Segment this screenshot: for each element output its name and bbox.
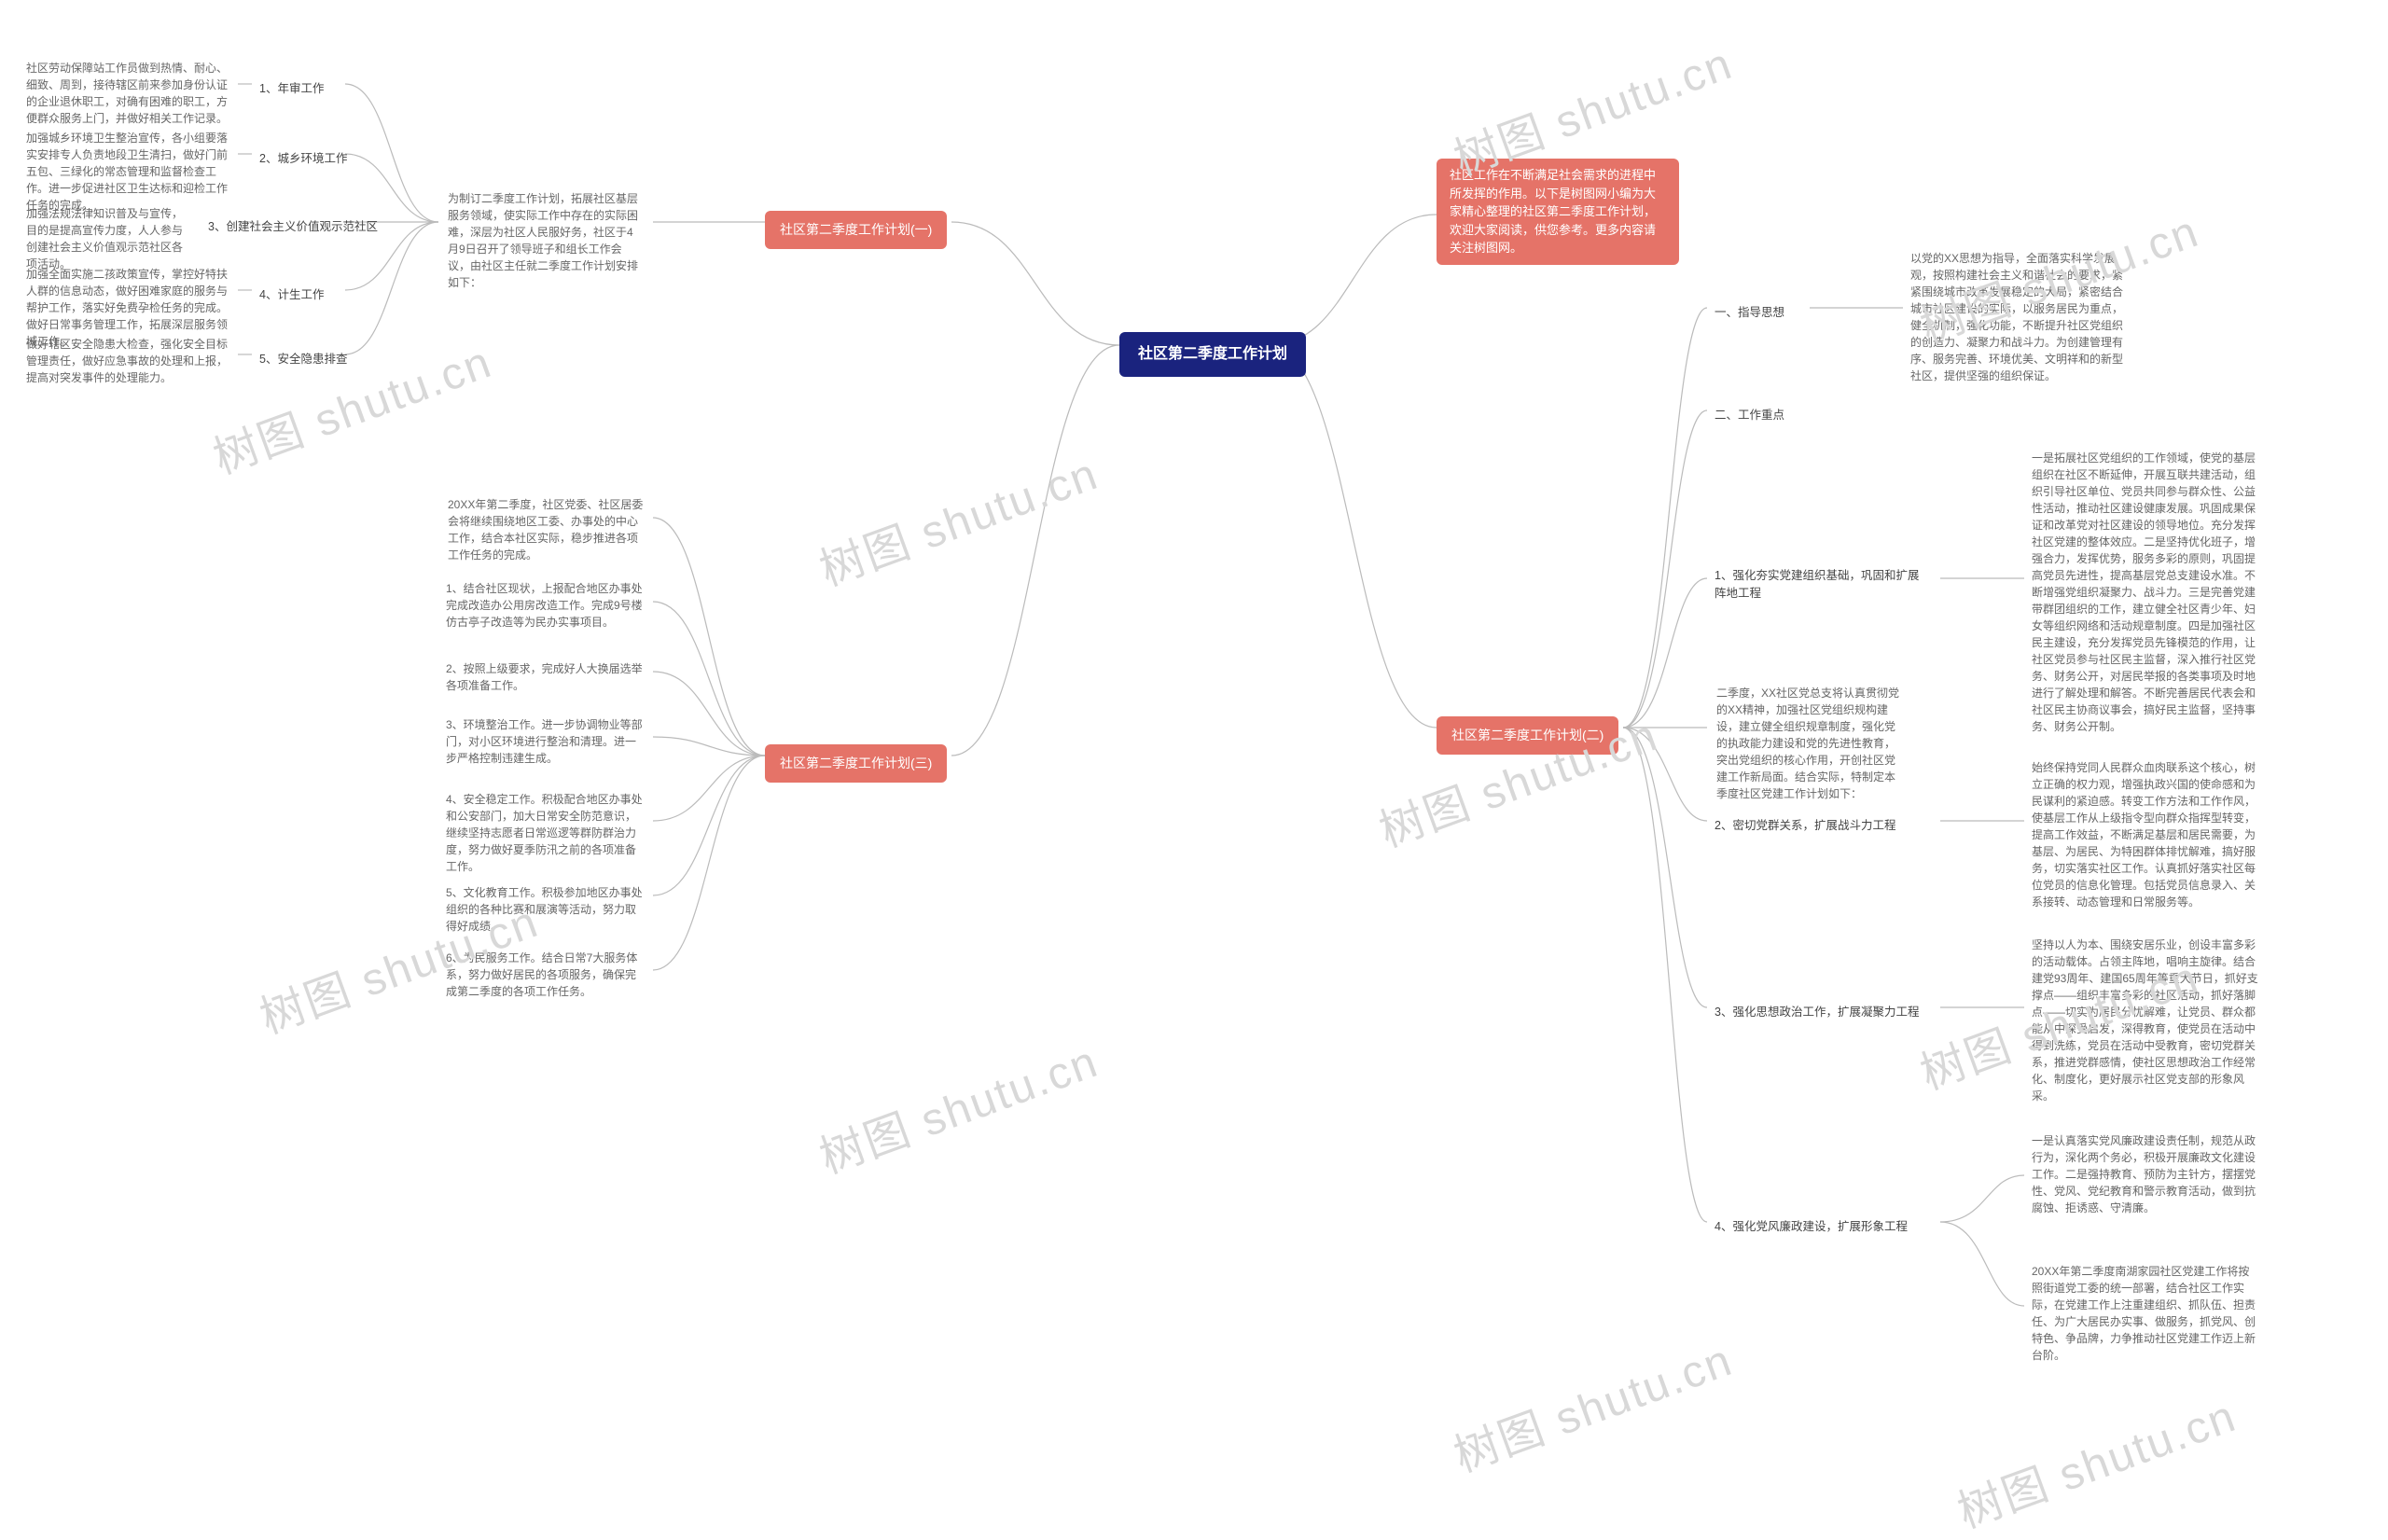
s3-item6: 6、为民服务工作。结合日常7大服务体系，努力做好居民的各项服务，确保完成第二季度… (438, 946, 653, 1004)
s2-work3-label[interactable]: 3、强化思想政治工作，扩展凝聚力工程 (1707, 1000, 1926, 1025)
section1-node[interactable]: 社区第二季度工作计划(一) (765, 211, 947, 249)
s3-item1: 1、结合社区现状，上报配合地区办事处完成改造办公用房改造工作。完成9号楼仿古亭子… (438, 576, 653, 634)
s2-head1-desc: 以党的XX思想为指导，全面落实科学发展观，按照构建社会主义和谐社会的要求，紧紧围… (1903, 246, 2136, 388)
s2-work4-desc-a: 一是认真落实党风廉政建设责任制，规范从政行为，深化两个务必，积极开展廉政文化建设… (2024, 1129, 2267, 1220)
section2-summary: 二季度，XX社区党总支将认真贯彻党的XX精神，加强社区党组织规构建设，建立健全组… (1707, 681, 1912, 806)
s2-work3-desc: 坚持以人为本、围绕安居乐业，创设丰富多彩的活动载体。占领主阵地，唱响主旋律。结合… (2024, 933, 2267, 1108)
section2-node[interactable]: 社区第二季度工作计划(二) (1437, 716, 1618, 755)
s2-head1-label[interactable]: 一、指导思想 (1707, 300, 1792, 326)
s1-item2-label[interactable]: 2、城乡环境工作 (252, 146, 354, 172)
s1-item3-label[interactable]: 3、创建社会主义价值观示范社区 (201, 215, 385, 240)
s3-item4: 4、安全稳定工作。积极配合地区办事处和公安部门，加大日常安全防范意识，继续坚持志… (438, 787, 653, 879)
s1-item1-desc: 社区劳动保障站工作员做到热情、耐心、细致、周到，接待辖区前来参加身份认证的企业退… (19, 56, 238, 131)
section3-node[interactable]: 社区第二季度工作计划(三) (765, 744, 947, 783)
s2-head2-label[interactable]: 二、工作重点 (1707, 403, 1792, 428)
intro-node[interactable]: 社区工作在不断满足社会需求的进程中所发挥的作用。以下是树图网小编为大家精心整理的… (1437, 159, 1679, 265)
s3-item3: 3、环境整治工作。进一步协调物业等部门，对小区环境进行整治和清理。进一步严格控制… (438, 713, 653, 770)
intro-text: 社区工作在不断满足社会需求的进程中所发挥的作用。以下是树图网小编为大家精心整理的… (1450, 168, 1656, 255)
s2-work1-desc: 一是拓展社区党组织的工作领域，使党的基层组织在社区不断延伸，开展互联共建活动，组… (2024, 446, 2267, 739)
s1-item5-desc: 做好辖区安全隐患大检查，强化安全目标管理责任，做好应急事故的处理和上报，提高对突… (19, 332, 238, 390)
section1-summary: 为制订二季度工作计划，拓展社区基层服务领域，使实际工作中存在的实际困难，深层为社… (438, 187, 653, 295)
section1-summary-text: 为制订二季度工作计划，拓展社区基层服务领域，使实际工作中存在的实际困难，深层为社… (448, 192, 638, 289)
s2-work4-desc-b: 20XX年第二季度南湖家园社区党建工作将按照街道党工委的统一部署，结合社区工作实… (2024, 1259, 2267, 1367)
section3-summary: 20XX年第二季度，社区党委、社区居委会将继续围绕地区工委、办事处的中心工作，结… (438, 493, 653, 567)
mindmap-canvas: 社区第二季度工作计划 社区工作在不断满足社会需求的进程中所发挥的作用。以下是树图… (0, 0, 2388, 1513)
s2-work2-label[interactable]: 2、密切党群关系，扩展战斗力工程 (1707, 813, 1903, 839)
root-title: 社区第二季度工作计划 (1138, 346, 1287, 362)
s1-item1-label[interactable]: 1、年审工作 (252, 76, 331, 102)
section2-title: 社区第二季度工作计划(二) (1451, 728, 1604, 742)
section2-summary-text: 二季度，XX社区党总支将认真贯彻党的XX精神，加强社区党组织规构建设，建立健全组… (1716, 687, 1899, 800)
s3-item5: 5、文化教育工作。积极参加地区办事处组织的各种比赛和展演等活动，努力取得好成绩。 (438, 881, 653, 938)
root-node[interactable]: 社区第二季度工作计划 (1119, 332, 1306, 377)
s1-item4-label[interactable]: 4、计生工作 (252, 283, 331, 308)
section3-title: 社区第二季度工作计划(三) (780, 756, 932, 770)
s3-item2: 2、按照上级要求，完成好人大换届选举各项准备工作。 (438, 657, 653, 698)
s2-work2-desc: 始终保持党同人民群众血肉联系这个核心，树立正确的权力观，增强执政兴国的使命感和为… (2024, 756, 2267, 914)
s2-work1-label[interactable]: 1、强化夯实党建组织基础，巩固和扩展阵地工程 (1707, 563, 1931, 606)
s2-work4-label[interactable]: 4、强化党风廉政建设，扩展形象工程 (1707, 1214, 1915, 1240)
s1-item5-label[interactable]: 5、安全隐患排查 (252, 347, 354, 372)
section3-summary-text: 20XX年第二季度，社区党委、社区居委会将继续围绕地区工委、办事处的中心工作，结… (448, 498, 643, 562)
section1-title: 社区第二季度工作计划(一) (780, 222, 932, 237)
